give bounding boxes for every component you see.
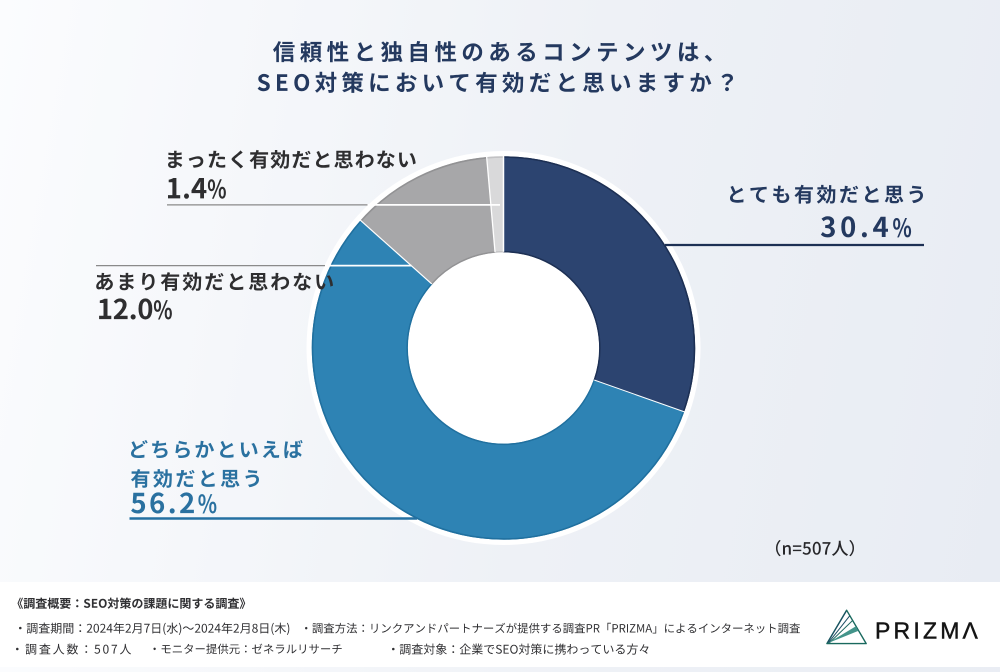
svg-text:PRIZMΛ: PRIZMΛ — [875, 618, 981, 644]
